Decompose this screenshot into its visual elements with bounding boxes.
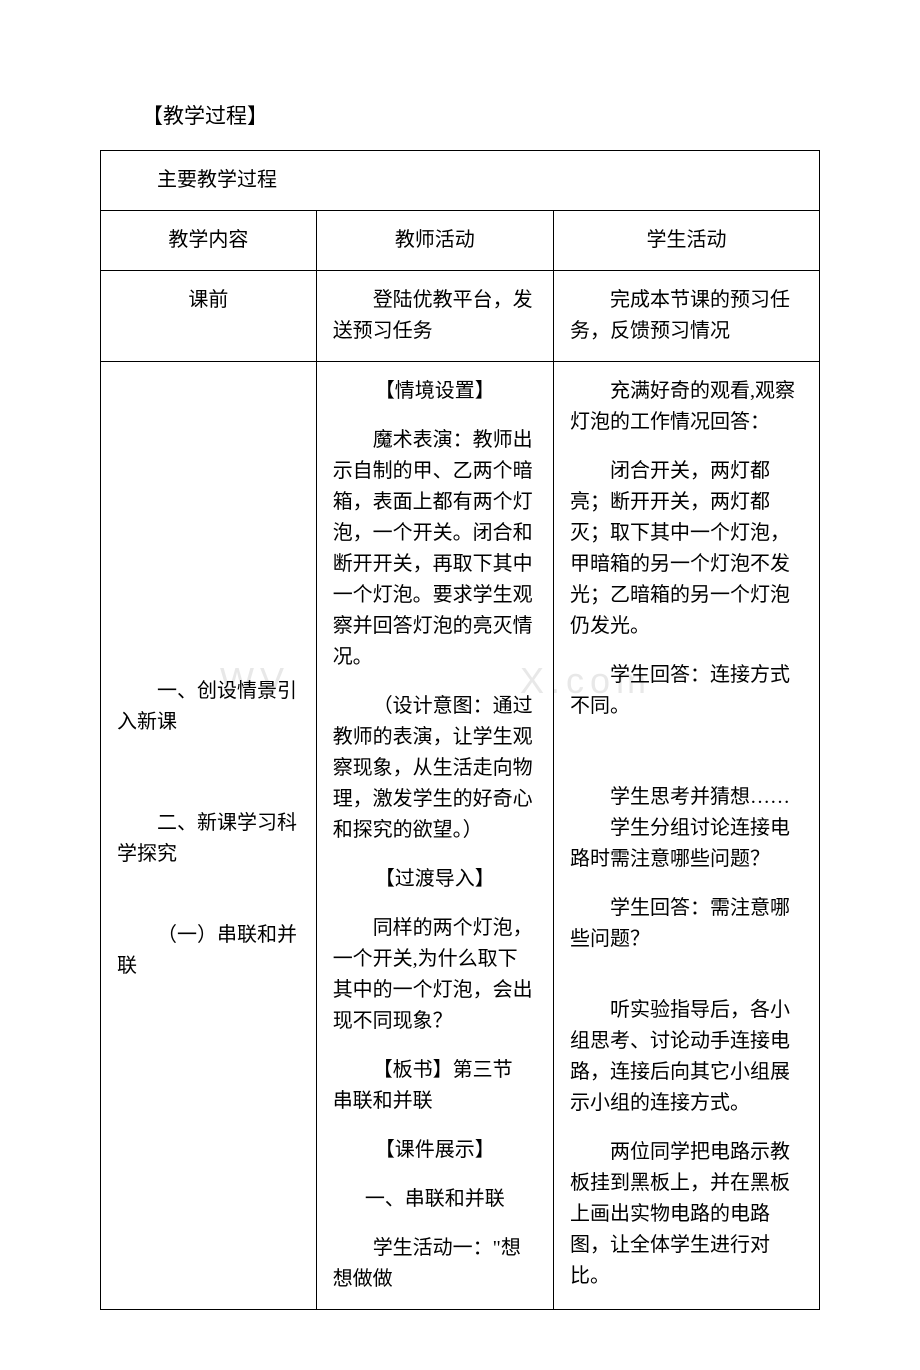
lesson-table: 主要教学过程 教学内容 教师活动 学生活动 课前 登陆优教平台，发送预习任务 完… <box>100 150 820 1310</box>
table-row: 教学内容 教师活动 学生活动 <box>101 211 820 271</box>
cell-content-label: 课前 <box>101 271 317 362</box>
column-header: 教学内容 <box>101 211 317 271</box>
cell-text: 听实验指导后，各小组思考、讨论动手连接电路，连接后向其它小组展示小组的连接方式。 <box>570 995 803 1119</box>
cell-content-label: 一、创设情景引入新课 二、新课学习科学探究 （一）串联和并联 <box>101 362 317 1310</box>
cell-text: 同样的两个灯泡，一个开关,为什么取下其中的一个灯泡，会出现不同现象？ <box>333 913 537 1037</box>
column-header: 教师活动 <box>316 211 553 271</box>
table-section-header: 主要教学过程 <box>101 151 820 211</box>
cell-teacher-activity: 【情境设置】 魔术表演：教师出示自制的甲、乙两个暗箱，表面上都有两个灯泡，一个开… <box>316 362 553 1310</box>
table-row: 课前 登陆优教平台，发送预习任务 完成本节课的预习任务，反馈预习情况 <box>101 271 820 362</box>
cell-text: 主要教学过程 <box>117 165 803 196</box>
cell-student-activity: 完成本节课的预习任务，反馈预习情况 <box>553 271 819 362</box>
page: WV X.com 【教学过程】 主要教学过程 教学内容 教师活动 学生活动 课前… <box>100 100 820 1310</box>
table-row: 主要教学过程 <box>101 151 820 211</box>
cell-text: 【板书】第三节 串联和并联 <box>333 1055 537 1117</box>
cell-text: 学生回答：连接方式不同。 <box>570 660 803 722</box>
cell-text: 【情境设置】 <box>333 376 537 407</box>
cell-text: 学生回答：需注意哪些问题？ <box>570 893 803 955</box>
cell-text: 【过渡导入】 <box>333 864 537 895</box>
cell-student-activity: 充满好奇的观看,观察灯泡的工作情况回答： 闭合开关，两灯都亮；断开开关，两灯都灭… <box>553 362 819 1310</box>
cell-text: 登陆优教平台，发送预习任务 <box>333 285 537 347</box>
page-title: 【教学过程】 <box>100 100 820 130</box>
cell-text: 【课件展示】 <box>333 1135 537 1166</box>
cell-text: 一、创设情景引入新课 <box>117 676 300 738</box>
table-row: 一、创设情景引入新课 二、新课学习科学探究 （一）串联和并联 【情境设置】 魔术… <box>101 362 820 1310</box>
cell-text: 魔术表演：教师出示自制的甲、乙两个暗箱，表面上都有两个灯泡，一个开关。闭合和断开… <box>333 425 537 673</box>
cell-teacher-activity: 登陆优教平台，发送预习任务 <box>316 271 553 362</box>
cell-text: 两位同学把电路示教板挂到黑板上，并在黑板上画出实物电路的电路图，让全体学生进行对… <box>570 1137 803 1292</box>
cell-text: 学生活动一："想想做做 <box>333 1233 537 1295</box>
cell-text: 二、新课学习科学探究 <box>117 808 300 870</box>
cell-text: 充满好奇的观看,观察灯泡的工作情况回答： <box>570 376 803 438</box>
cell-text: 完成本节课的预习任务，反馈预习情况 <box>570 285 803 347</box>
cell-text: （设计意图：通过教师的表演，让学生观察现象，从生活走向物理，激发学生的好奇心和探… <box>333 691 537 846</box>
cell-text: 学生分组讨论连接电路时需注意哪些问题？ <box>570 813 803 875</box>
cell-text: 一、串联和并联 <box>333 1184 537 1215</box>
cell-text: （一）串联和并联 <box>117 920 300 982</box>
cell-text: 学生思考并猜想…… <box>570 782 803 813</box>
column-header: 学生活动 <box>553 211 819 271</box>
cell-text: 闭合开关，两灯都亮；断开开关，两灯都灭；取下其中一个灯泡，甲暗箱的另一个灯泡不发… <box>570 456 803 642</box>
